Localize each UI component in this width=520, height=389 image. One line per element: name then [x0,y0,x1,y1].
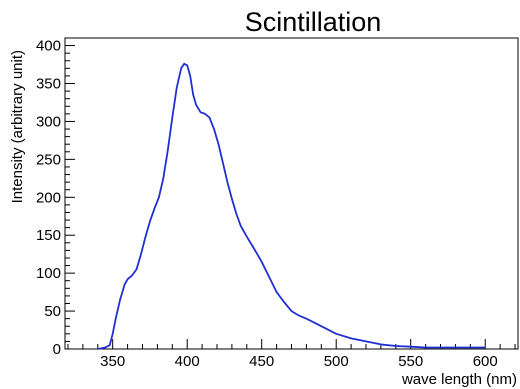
y-tick-label: 300 [36,113,61,130]
y-tick-label: 150 [36,227,61,244]
x-tick-label: 350 [100,353,125,370]
spectrum-line [97,62,486,350]
x-axis-ticks: 350 400 450 500 550 600 [67,339,516,370]
y-tick-label: 100 [36,265,61,282]
y-axis-label: Intensity (arbitrary unit) [9,50,26,203]
chart-title: Scintillation [245,7,382,37]
y-tick-label: 200 [36,189,61,206]
x-tick-label: 600 [473,353,498,370]
y-tick-label: 350 [36,76,61,93]
y-tick-label: 50 [44,303,61,320]
x-tick-label: 400 [175,353,200,370]
y-tick-label: 400 [36,38,61,55]
y-tick-label: 250 [36,151,61,168]
x-tick-label: 500 [324,353,349,370]
x-tick-label: 450 [249,353,274,370]
x-axis-label: wave length (nm) [401,371,517,388]
x-tick-label: 550 [398,353,423,370]
plot-frame [64,37,519,350]
y-axis-ticks: 0 50 100 150 200 250 300 350 400 [36,37,75,358]
y-tick-label: 0 [53,341,61,358]
